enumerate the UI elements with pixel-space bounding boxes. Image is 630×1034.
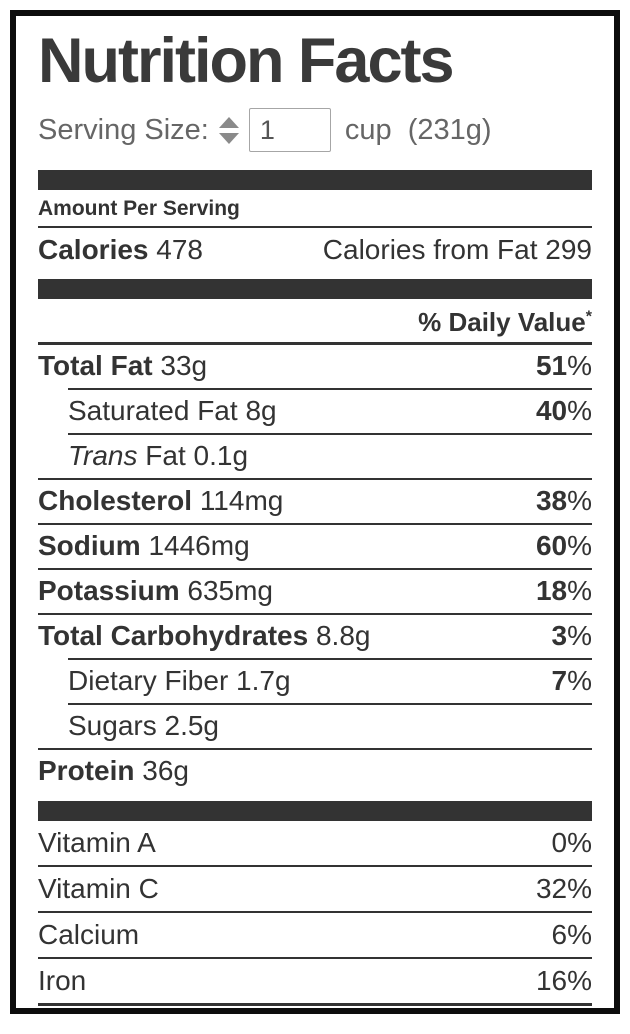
nutrient-name: Cholesterol 114mg xyxy=(38,485,284,517)
serving-size-stepper[interactable] xyxy=(218,116,239,144)
daily-value: 0% xyxy=(551,827,592,859)
calories-value: Calories 478 xyxy=(38,234,203,266)
section-divider-bar xyxy=(38,801,592,822)
nutrient-name: Total Fat 33g xyxy=(38,350,208,382)
nutrient-name: Dietary Fiber 1.7g xyxy=(68,665,291,697)
nutrient-name: Potassium 635mg xyxy=(38,575,274,607)
daily-value: 18% xyxy=(535,575,592,607)
stepper-down-icon[interactable] xyxy=(218,132,239,144)
serving-unit-label: cup (231g) xyxy=(344,113,492,146)
calories-from-fat: Calories from Fat 299 xyxy=(322,234,592,266)
nutrient-name: Sodium 1446mg xyxy=(38,530,250,562)
label-title: Nutrition Facts xyxy=(38,26,455,96)
calories-row: Calories 478 Calories from Fat 299 xyxy=(38,228,592,273)
daily-value: 40% xyxy=(535,395,592,427)
footnote-asterisk: * xyxy=(585,308,592,326)
daily-value-header: % Daily Value* xyxy=(38,299,592,346)
nutrient-row-sugars: Sugars 2.5g xyxy=(68,703,592,748)
nutrient-rows: Total Fat 33g 51% Saturated Fat 8g 40% T… xyxy=(38,345,592,793)
vitamin-name: Iron xyxy=(38,965,87,997)
section-divider-bar xyxy=(38,279,592,300)
vitamin-name: Calcium xyxy=(38,919,140,951)
vitamin-rows: Vitamin A 0% Vitamin C 32% Calcium 6% Ir… xyxy=(38,821,592,1007)
section-divider-bar xyxy=(38,170,592,191)
daily-value: 7% xyxy=(551,665,592,697)
nutrient-row-saturated-fat: Saturated Fat 8g 40% xyxy=(68,388,592,433)
nutrition-facts-label: Nutrition Facts Serving Size: cup (231g)… xyxy=(10,10,620,1014)
vitamin-row-iron: Iron 16% xyxy=(38,959,592,1007)
nutrient-row-protein: Protein 36g xyxy=(38,748,592,793)
amount-per-serving-heading: Amount Per Serving xyxy=(38,190,592,229)
nutrient-row-potassium: Potassium 635mg 18% xyxy=(38,568,592,613)
vitamin-row-vitamin-a: Vitamin A 0% xyxy=(38,821,592,868)
daily-value: 6% xyxy=(551,919,592,951)
nutrient-name: Sugars 2.5g xyxy=(68,710,219,742)
daily-value: 38% xyxy=(535,485,592,517)
serving-size-label: Serving Size: xyxy=(38,113,209,146)
nutrient-row-total-fat: Total Fat 33g 51% xyxy=(38,345,592,388)
daily-value: 32% xyxy=(535,873,592,905)
nutrient-row-dietary-fiber: Dietary Fiber 1.7g 7% xyxy=(68,658,592,703)
nutrient-row-total-carbohydrates: Total Carbohydrates 8.8g 3% xyxy=(38,613,592,658)
daily-value: 60% xyxy=(535,530,592,562)
daily-value: 3% xyxy=(551,620,592,652)
nutrient-name: Protein 36g xyxy=(38,755,189,787)
serving-size-row: Serving Size: cup (231g) xyxy=(38,106,592,154)
daily-value: 16% xyxy=(535,965,592,997)
nutrient-row-trans-fat: Trans Fat 0.1g xyxy=(68,433,592,478)
vitamin-row-calcium: Calcium 6% xyxy=(38,913,592,960)
nutrient-name: Trans Fat 0.1g xyxy=(68,440,249,472)
serving-size-input[interactable] xyxy=(248,108,331,153)
stepper-up-icon[interactable] xyxy=(218,116,239,128)
daily-value: 51% xyxy=(535,350,592,382)
nutrient-row-cholesterol: Cholesterol 114mg 38% xyxy=(38,478,592,523)
vitamin-row-vitamin-c: Vitamin C 32% xyxy=(38,867,592,914)
nutrient-name: Saturated Fat 8g xyxy=(68,395,277,427)
nutrient-row-sodium: Sodium 1446mg 60% xyxy=(38,523,592,568)
vitamin-name: Vitamin A xyxy=(38,827,156,859)
vitamin-name: Vitamin C xyxy=(38,873,159,905)
nutrient-name: Total Carbohydrates 8.8g xyxy=(38,620,371,652)
